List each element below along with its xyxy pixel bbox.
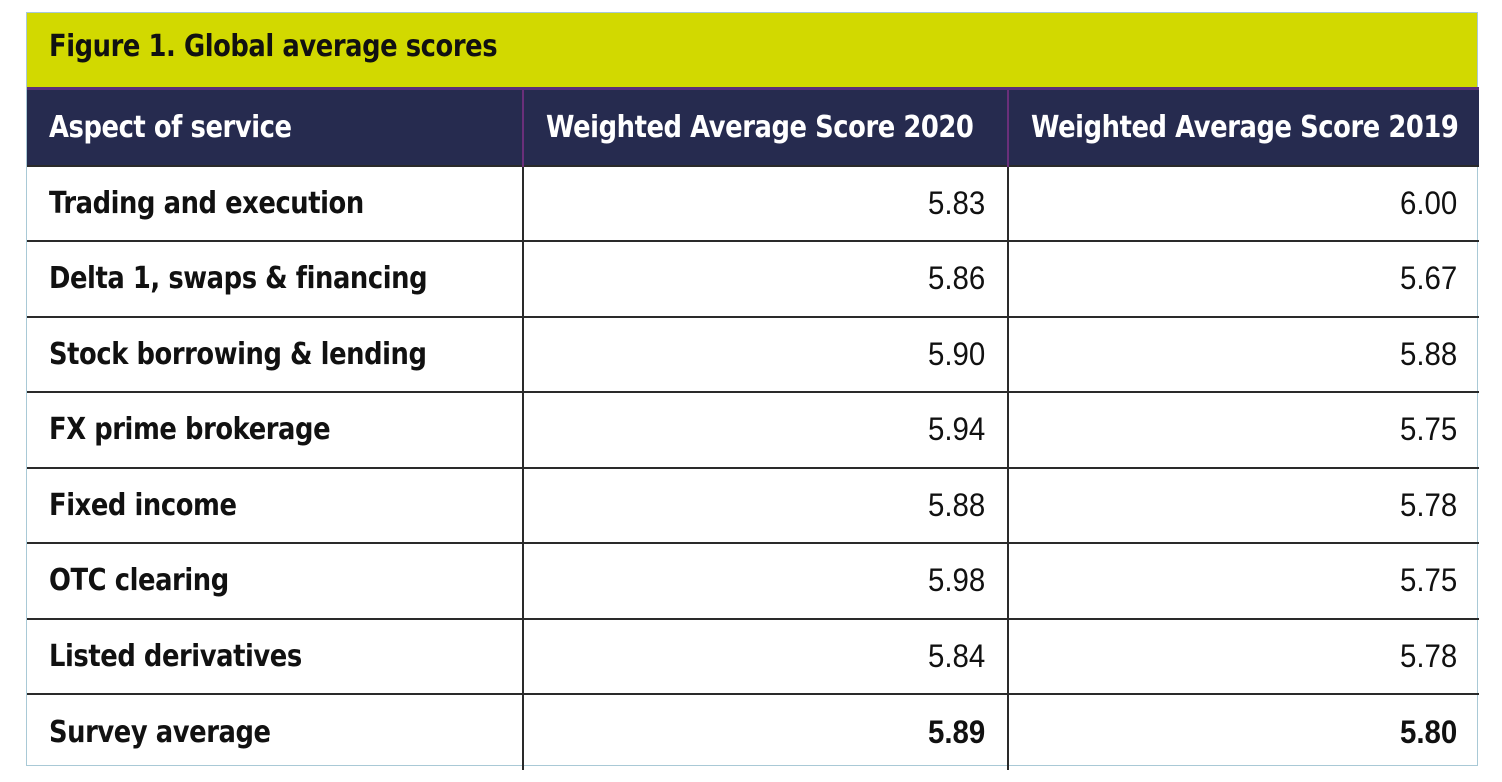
score-2019-cell: 5.78 — [1008, 617, 1479, 694]
aspect-label: FX prime brokerage — [49, 412, 331, 448]
aspect-label: Fixed income — [49, 487, 237, 523]
column-header-aspect: Aspect of service — [27, 87, 524, 166]
score-2020-value: 5.88 — [927, 486, 985, 523]
aspect-cell: Trading and execution — [27, 164, 524, 241]
figure-title: Figure 1. Global average scores — [49, 29, 498, 64]
figure-frame: Figure 1. Global average scores Aspect o… — [26, 12, 1479, 770]
aspect-cell: Delta 1, swaps & financing — [27, 240, 524, 317]
aspect-label: Listed derivatives — [49, 638, 302, 674]
table-row: FX prime brokerage 5.94 5.75 — [27, 391, 1479, 468]
table-body: Trading and execution 5.83 6.00 Delta 1, sw… — [27, 164, 1479, 770]
table-row: Delta 1, swaps & financing 5.86 5.67 — [27, 240, 1479, 317]
score-2019-value: 6.00 — [1399, 184, 1457, 221]
table-row: OTC clearing 5.98 5.75 — [27, 542, 1479, 619]
table-row-total: Survey average 5.89 5.80 — [27, 693, 1479, 770]
table-row: Fixed income 5.88 5.78 — [27, 466, 1479, 543]
score-2020-value: 5.98 — [927, 562, 985, 599]
score-2019-value: 5.78 — [1399, 637, 1457, 674]
aspect-cell: Fixed income — [27, 466, 524, 543]
score-2020-cell: 5.94 — [523, 391, 1009, 468]
table-row: Listed derivatives 5.84 5.78 — [27, 617, 1479, 694]
score-2019-value: 5.67 — [1399, 260, 1457, 297]
score-2019-cell: 5.80 — [1008, 693, 1479, 770]
table-row: Trading and execution 5.83 6.00 — [27, 164, 1479, 241]
aspect-cell: Survey average — [27, 693, 524, 770]
aspect-label: Stock borrowing & lending — [49, 336, 427, 372]
score-2020-cell: 5.98 — [523, 542, 1009, 619]
aspect-label: OTC clearing — [49, 563, 229, 599]
column-header-2020: Weighted Average Score 2020 — [523, 87, 1009, 166]
score-2020-cell: 5.84 — [523, 617, 1009, 694]
score-2019-value: 5.75 — [1399, 562, 1457, 599]
score-2020-cell: 5.90 — [523, 315, 1009, 392]
score-2020-value: 5.86 — [927, 260, 985, 297]
score-2020-value: 5.83 — [927, 184, 985, 221]
score-2019-cell: 5.78 — [1008, 466, 1479, 543]
figure-title-bar: Figure 1. Global average scores — [27, 13, 1477, 87]
score-2019-value: 5.88 — [1399, 335, 1457, 372]
score-2020-cell: 5.86 — [523, 240, 1009, 317]
score-2020-cell: 5.89 — [523, 693, 1009, 770]
aspect-label: Survey average — [49, 714, 271, 750]
score-2019-value: 5.78 — [1399, 486, 1457, 523]
score-2020-cell: 5.88 — [523, 466, 1009, 543]
table-header-row: Aspect of service Weighted Average Score… — [27, 87, 1479, 166]
score-2019-cell: 5.75 — [1008, 391, 1479, 468]
score-2019-cell: 5.67 — [1008, 240, 1479, 317]
aspect-cell: Stock borrowing & lending — [27, 315, 524, 392]
aspect-cell: OTC clearing — [27, 542, 524, 619]
aspect-label: Delta 1, swaps & financing — [49, 261, 428, 297]
score-2020-value: 5.90 — [927, 335, 985, 372]
score-2020-value: 5.84 — [927, 637, 985, 674]
score-2019-cell: 5.75 — [1008, 542, 1479, 619]
score-2020-value: 5.89 — [927, 713, 985, 750]
score-2020-value: 5.94 — [927, 411, 985, 448]
score-2019-cell: 6.00 — [1008, 164, 1479, 241]
aspect-cell: Listed derivatives — [27, 617, 524, 694]
score-2019-value: 5.80 — [1399, 713, 1457, 750]
table-row: Stock borrowing & lending 5.90 5.88 — [27, 315, 1479, 392]
score-2019-value: 5.75 — [1399, 411, 1457, 448]
score-2020-cell: 5.83 — [523, 164, 1009, 241]
score-2019-cell: 5.88 — [1008, 315, 1479, 392]
aspect-label: Trading and execution — [49, 185, 364, 221]
scores-table: Aspect of service Weighted Average Score… — [27, 87, 1479, 770]
aspect-cell: FX prime brokerage — [27, 391, 524, 468]
column-header-2019: Weighted Average Score 2019 — [1008, 87, 1479, 166]
